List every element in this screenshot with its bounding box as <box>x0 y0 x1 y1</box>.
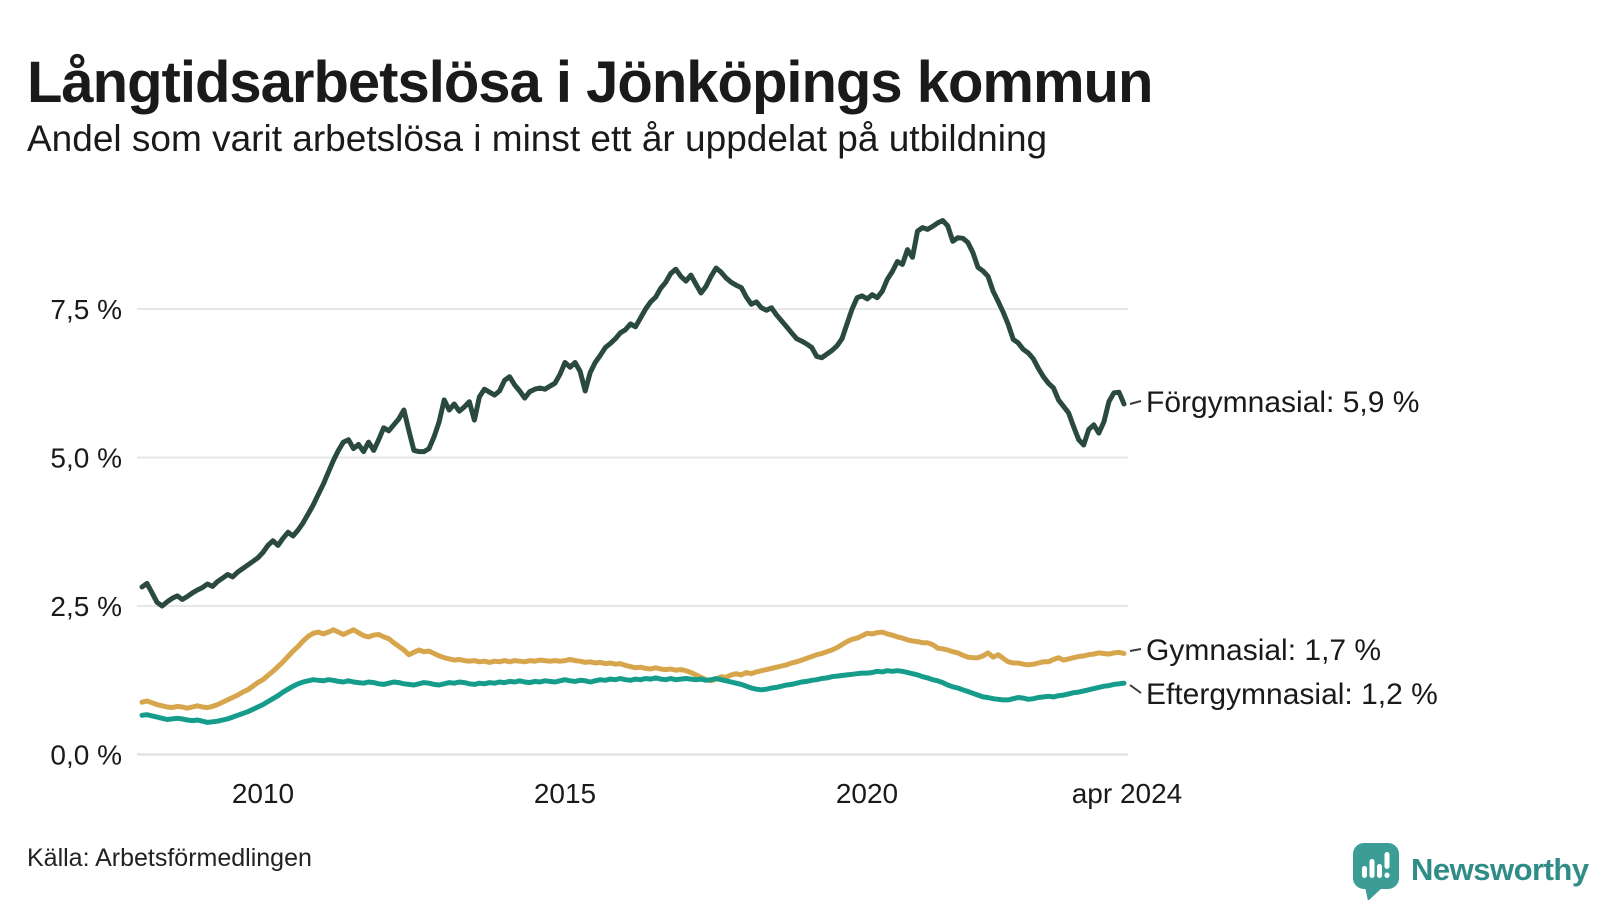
page-title: Långtidsarbetslösa i Jönköpings kommun <box>27 49 1153 115</box>
line-forgymnasial <box>139 218 1127 609</box>
x-tick-2015: 2015 <box>534 778 596 809</box>
leader-eftergymnasial <box>1129 684 1142 694</box>
source-note: Källa: Arbetsförmedlingen <box>27 844 312 872</box>
brand-name: Newsworthy <box>1411 852 1589 887</box>
leader-forgymnasial <box>1129 400 1142 405</box>
y-tick-5-0: 5,0 % <box>50 443 122 474</box>
newsworthy-logo-icon <box>1353 843 1399 900</box>
label-eftergymnasial: Eftergymnasial: 1,2 % <box>1146 678 1438 711</box>
brand: Newsworthy <box>1350 840 1589 900</box>
x-tick-2010: 2010 <box>232 778 294 809</box>
y-tick-0-0: 0,0 % <box>50 740 122 771</box>
label-forgymnasial: Förgymnasial: 5,9 % <box>1146 386 1419 419</box>
y-tick-2-5: 2,5 % <box>50 591 122 622</box>
chart-subtitle: Andel som varit arbetslösa i minst ett å… <box>27 118 1048 159</box>
line-gymnasial <box>139 627 1127 711</box>
x-tick-apr-2024: apr 2024 <box>1072 778 1183 809</box>
leader-gymnasial <box>1129 648 1142 652</box>
label-gymnasial: Gymnasial: 1,7 % <box>1146 634 1381 667</box>
x-tick-2020: 2020 <box>836 778 898 809</box>
y-tick-7-5: 7,5 % <box>50 294 122 325</box>
line-eftergymnasial <box>139 668 1127 725</box>
